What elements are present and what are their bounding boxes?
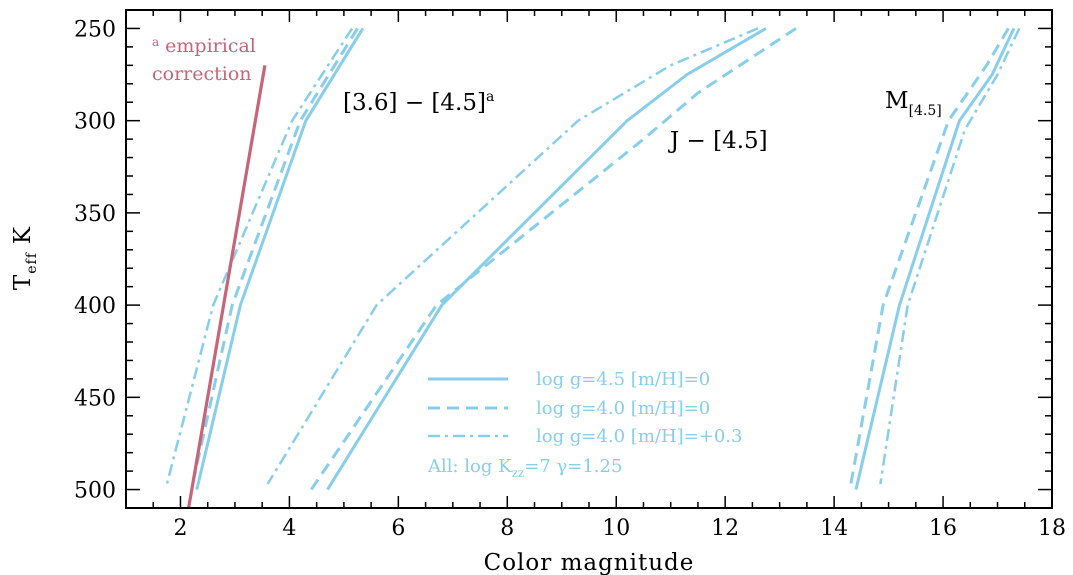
- x-axis-label: Color magnitude: [484, 550, 695, 575]
- series-line-m45-dashdot: [879, 27, 1021, 485]
- series-layer: [165, 27, 1021, 509]
- y-tick-label: 300: [74, 110, 116, 135]
- annotation-36-45: [3.6] − [4.5]a: [343, 89, 494, 116]
- legend-label-dashed: log g=4.0 [m/H]=0: [536, 398, 710, 419]
- series-line-3645-dashdot: [165, 27, 354, 485]
- ticks-layer: 2 4 6 8 10 12 14 16 18 250 300 350 400 450 500: [74, 10, 1066, 541]
- x-tick-label: 10: [602, 516, 630, 541]
- x-tick-label: 16: [929, 516, 957, 541]
- plot-frame: [125, 9, 1053, 509]
- y-axis-label: Teff K: [10, 226, 40, 290]
- series-line-j45-dashdot: [266, 27, 759, 485]
- annotation-m45: M[4.5]: [885, 88, 942, 119]
- series-line-3645-solid: [195, 27, 365, 490]
- y-axis-label-unit: K: [10, 226, 36, 244]
- series-line-j45-solid: [326, 27, 767, 491]
- legend-note: All: log Kzz=7 γ=1.25: [427, 456, 622, 480]
- empirical-label-line2: correction: [152, 63, 252, 85]
- y-tick-label: 450: [74, 386, 116, 411]
- annotation-j-45: J − [4.5]: [668, 128, 768, 154]
- y-tick-label: 350: [74, 202, 116, 227]
- empirical-label-line1: a empirical: [152, 35, 256, 57]
- series-line-m45-dashed: [849, 27, 1010, 487]
- x-tick-label: 2: [173, 516, 187, 541]
- series-line-j45-dashed: [309, 27, 797, 491]
- series-line-empirical-empirical: [187, 65, 267, 509]
- legend: log g=4.5 [m/H]=0 log g=4.0 [m/H]=0 log …: [427, 369, 742, 480]
- x-tick-label: 8: [500, 516, 514, 541]
- legend-label-dashdot: log g=4.0 [m/H]=+0.3: [536, 426, 742, 447]
- y-tick-label: 400: [74, 294, 116, 319]
- x-tick-label: 18: [1038, 516, 1066, 541]
- y-tick-label: 500: [74, 479, 116, 504]
- y-axis-label-sub: eff: [24, 251, 40, 273]
- y-tick-label: 250: [74, 17, 116, 42]
- series-line-3645-dashed: [189, 27, 359, 490]
- legend-label-solid: log g=4.5 [m/H]=0: [536, 369, 710, 390]
- x-tick-label: 4: [282, 516, 296, 541]
- x-tick-label: 6: [391, 516, 405, 541]
- x-tick-label: 14: [820, 516, 848, 541]
- y-axis-label-main: T: [10, 274, 36, 290]
- series-line-m45-solid: [854, 27, 1016, 490]
- svg-text:TeffK: Teff K: [10, 226, 40, 290]
- x-tick-label: 12: [711, 516, 739, 541]
